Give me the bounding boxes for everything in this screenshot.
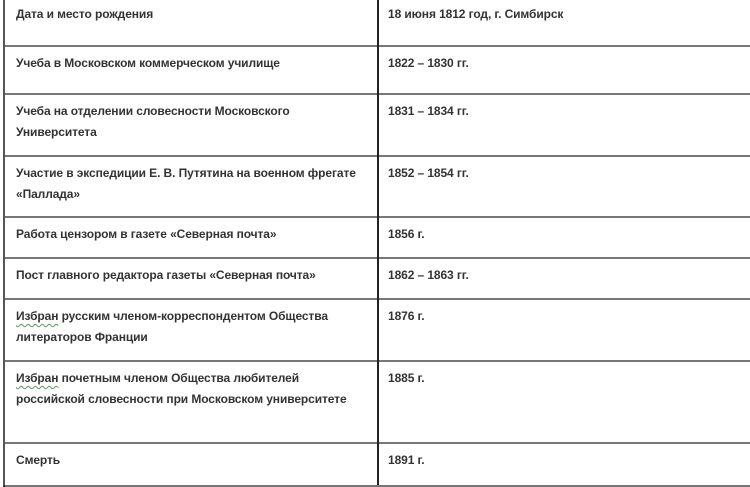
date-cell: 1876 г. [388, 309, 425, 323]
date-cell: 1856 г. [388, 227, 425, 241]
event-cell: Учеба в Московском коммерческом училище [16, 56, 280, 70]
event-cell: Пост главного редактора газеты «Северная… [16, 268, 316, 282]
biography-table: Дата и место рождения 18 июня 1812 год, … [3, 0, 750, 487]
event-cell: Смерть [16, 453, 61, 467]
column-divider [377, 0, 379, 485]
date-cell: 1885 г. [388, 371, 425, 385]
date-cell: 18 июня 1812 год, г. Симбирск [388, 7, 564, 21]
date-cell: 1891 г. [388, 453, 425, 467]
date-cell: 1852 – 1854 гг. [388, 166, 469, 180]
event-cell: Участие в экспедиции Е. В. Путятина на в… [16, 166, 356, 201]
spellcheck-word: Избран [16, 309, 59, 323]
event-cell: Избран почетным членом Общества любителе… [16, 368, 371, 410]
date-cell: 1831 – 1834 гг. [388, 104, 469, 118]
event-cell: Дата и место рождения [16, 7, 154, 21]
event-text: русским членом-корреспондентом Общества … [16, 309, 328, 344]
event-cell: Работа цензором в газете «Северная почта… [16, 227, 277, 241]
event-text: почетным членом Общества любителей росси… [16, 371, 347, 406]
date-cell: 1822 – 1830 гг. [388, 56, 469, 70]
event-cell: Учеба на отделении словесности Московско… [16, 104, 290, 139]
event-cell: Избран русским членом-корреспондентом Об… [16, 306, 371, 348]
date-cell: 1862 – 1863 гг. [388, 268, 469, 282]
spellcheck-word: Избран [16, 371, 59, 385]
